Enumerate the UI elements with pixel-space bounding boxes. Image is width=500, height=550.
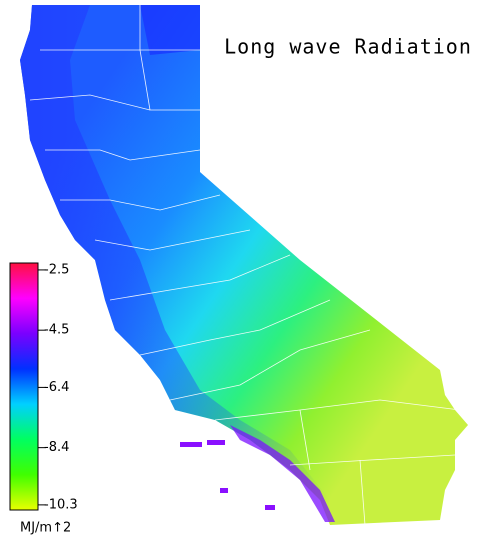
- colorbar-label: MJ/m↑2: [20, 521, 71, 536]
- county-line: [214, 399, 461, 421]
- colorbar-tick-label: -10.3: [44, 497, 78, 512]
- northeast-patch: [140, 5, 200, 55]
- county-line: [289, 454, 456, 466]
- county-line: [29, 94, 151, 111]
- county-line: [109, 254, 291, 301]
- island: [220, 488, 228, 493]
- colorbar-tick-label: -8.4: [44, 440, 69, 455]
- colorbar: [9, 262, 39, 511]
- county-line: [359, 459, 366, 526]
- county-lines: [29, 5, 461, 526]
- county-line: [45, 149, 201, 161]
- county-line: [169, 329, 371, 401]
- county-line: [299, 409, 311, 471]
- south-coast-patch: [230, 425, 335, 522]
- county-line: [139, 299, 331, 356]
- county-line: [139, 5, 200, 111]
- colorbar-tick-label: -6.4: [44, 380, 69, 395]
- county-line: [60, 194, 221, 211]
- state-shape: [20, 5, 468, 525]
- island: [207, 440, 225, 445]
- island: [180, 442, 202, 447]
- island: [265, 505, 275, 510]
- county-line: [94, 229, 251, 251]
- islands: [180, 440, 275, 510]
- map-title: Long wave Radiation: [224, 35, 472, 59]
- colorbar-tick-label: -4.5: [44, 323, 69, 338]
- colorbar-tick-label: -2.5: [44, 262, 69, 277]
